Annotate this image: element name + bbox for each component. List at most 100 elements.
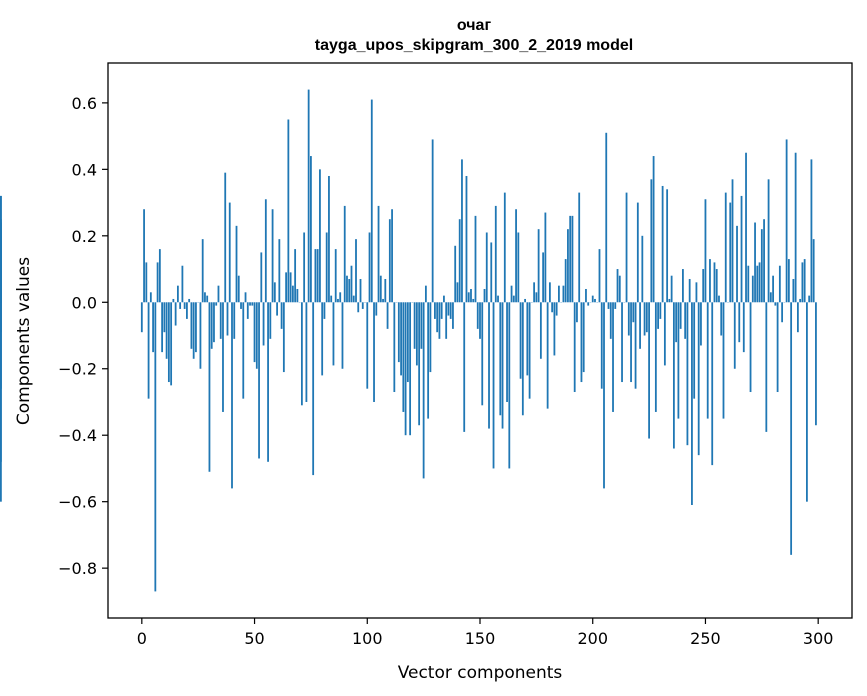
bar-184: [555, 302, 558, 316]
bar-188: [564, 259, 567, 303]
bar-193: [576, 302, 578, 323]
bar-112: [393, 302, 396, 393]
bar-154: [488, 302, 490, 429]
bar-65: [287, 119, 290, 303]
bar-104: [375, 302, 378, 316]
bar-253: [711, 302, 714, 466]
bar-19: [183, 302, 186, 309]
y-tick-label: 0.0: [72, 293, 97, 312]
y-tick-label: −0.6: [58, 493, 97, 512]
bar-36: [222, 302, 224, 412]
bar-265: [738, 302, 741, 343]
bar-294: [803, 259, 806, 303]
bar-147: [472, 298, 475, 303]
bar-291: [796, 302, 799, 333]
y-axis-label: Components values: [14, 257, 34, 425]
bar-79: [319, 169, 321, 303]
bar-155: [490, 242, 493, 303]
bar-224: [645, 302, 648, 333]
bar-64: [285, 272, 288, 303]
bar-264: [736, 225, 738, 303]
bar-242: [686, 302, 689, 446]
bar-250: [704, 199, 707, 303]
bar-144: [465, 175, 468, 303]
bar-60: [276, 302, 278, 316]
bar-278: [767, 179, 770, 303]
bar-136: [447, 302, 450, 316]
bar-217: [630, 302, 632, 383]
bar-145: [467, 292, 470, 303]
bar-161: [503, 192, 506, 303]
bar-54: [262, 302, 265, 346]
bar-115: [400, 302, 402, 376]
bar-27: [201, 239, 204, 303]
bar-200: [591, 295, 594, 303]
bar-34: [217, 285, 220, 303]
bar-1: [143, 209, 145, 303]
bar-284: [781, 302, 784, 323]
bar-133: [440, 302, 443, 319]
bar-135: [445, 302, 448, 339]
bar-42: [235, 225, 238, 303]
bar-91: [346, 275, 348, 303]
bar-185: [558, 285, 560, 303]
bar-213: [621, 302, 623, 383]
bar-289: [792, 279, 795, 303]
bar-14: [172, 298, 175, 303]
bar-263: [733, 302, 736, 369]
bar-153: [485, 232, 488, 303]
bar-11: [165, 302, 168, 359]
bar-4: [149, 292, 152, 303]
bar-85: [332, 302, 335, 366]
bar-296: [808, 295, 811, 303]
bar-49: [251, 302, 254, 306]
x-axis-ticks: 0 50 100 150 200 250 300: [137, 618, 833, 648]
bar-152: [483, 288, 486, 303]
bar-108: [384, 279, 387, 303]
bar-228: [654, 302, 657, 412]
bar-247: [697, 302, 700, 456]
bar-182: [551, 302, 554, 313]
bar-32: [213, 302, 215, 343]
bar-160: [501, 302, 504, 429]
bar-43: [237, 275, 240, 303]
bar-165: [512, 295, 515, 303]
bar-128: [429, 302, 432, 373]
bar-126: [424, 285, 427, 303]
bar-31: [210, 302, 213, 349]
bar-219: [634, 302, 637, 389]
bar-298: [812, 239, 815, 303]
bar-203: [598, 249, 601, 303]
bar-22: [190, 302, 193, 349]
x-axis-label: Vector components: [398, 663, 563, 683]
bar-119: [409, 302, 412, 436]
bar-187: [562, 285, 565, 303]
bar-183: [553, 302, 556, 356]
bar-72: [303, 232, 306, 303]
bar-290: [794, 152, 797, 303]
bar-293: [801, 262, 804, 303]
bar-48: [249, 302, 251, 306]
bar-157: [494, 205, 497, 303]
bar-138: [452, 302, 454, 329]
bar-undefined: [0, 285, 2, 303]
bar-71: [300, 302, 303, 406]
bar-78: [316, 249, 319, 303]
bar-221: [639, 302, 641, 349]
bar-211: [616, 269, 619, 303]
chart-title: очаг: [457, 17, 492, 34]
bar-201: [594, 298, 596, 303]
bar-175: [535, 292, 538, 303]
bar-94: [352, 295, 355, 303]
bar-35: [219, 302, 222, 339]
bar-55: [264, 199, 267, 303]
bar-61: [278, 239, 281, 303]
bar-270: [749, 302, 752, 393]
bar-95: [355, 239, 357, 303]
bar-89: [341, 302, 344, 369]
bar-231: [661, 185, 664, 303]
bar-24: [195, 302, 197, 353]
bar-267: [742, 302, 745, 353]
bar-180: [546, 302, 549, 409]
